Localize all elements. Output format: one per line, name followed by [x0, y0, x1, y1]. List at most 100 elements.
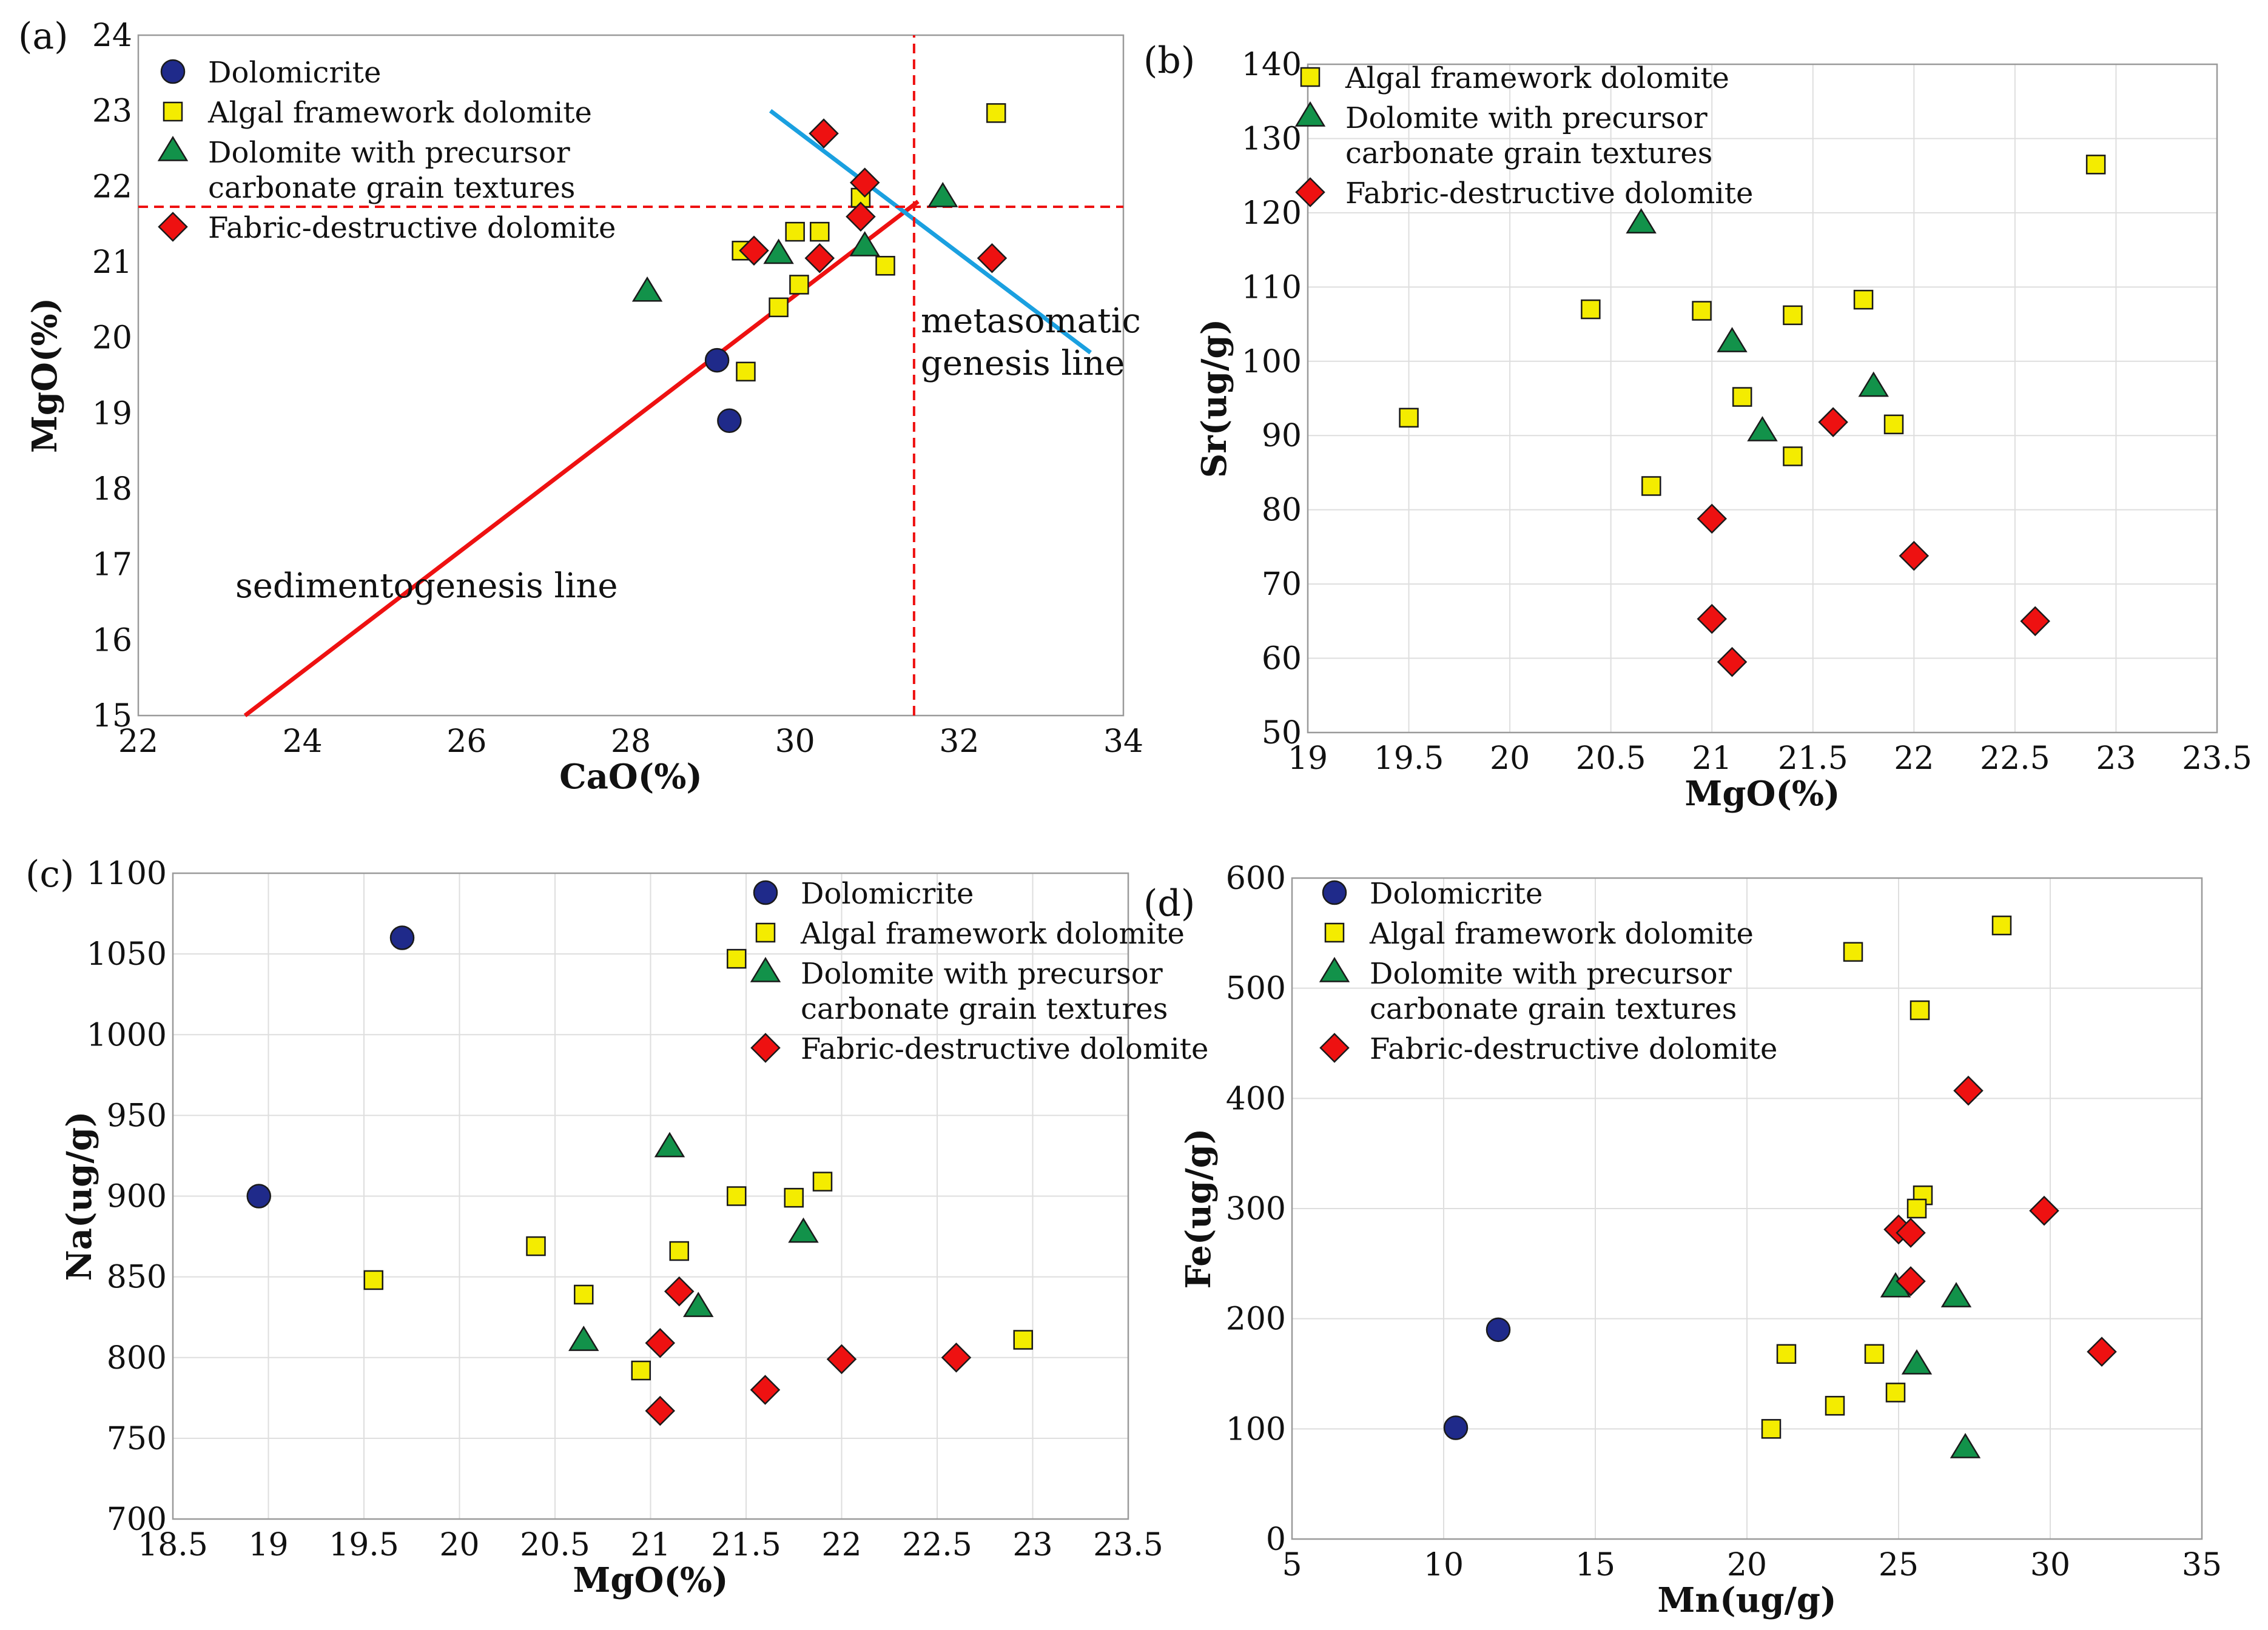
data-point: [788, 1217, 819, 1243]
y-axis-title: Na(ug/g): [59, 1112, 99, 1281]
data-point: [1899, 540, 1930, 571]
y-tick-label: 24: [92, 18, 132, 54]
y-tick-label: 19: [92, 395, 132, 432]
legend-label-line2: carbonate grain textures: [801, 992, 1168, 1026]
y-tick-label: 1000: [87, 1017, 167, 1053]
legend-marker: [157, 136, 189, 161]
panel-label: (b): [1143, 39, 1195, 82]
data-point: [1717, 646, 1748, 677]
y-tick-label: 950: [107, 1098, 167, 1134]
legend: Dolomicrite Algal framework dolomite Dolom…: [750, 877, 1208, 1066]
series-diamond: [645, 1276, 972, 1426]
legend-marker: [1300, 67, 1321, 87]
y-tick-label: 200: [1226, 1301, 1286, 1338]
x-axis-title: MgO(%): [1684, 774, 1840, 814]
legend-marker: [1295, 177, 1325, 207]
y-tick-label: 18: [92, 471, 132, 508]
legend-label: Dolomicrite: [208, 56, 381, 90]
x-tick-label: 23: [2096, 740, 2136, 777]
x-tick-label: 34: [1103, 723, 1143, 760]
legend-label: Algal framework dolomite: [1345, 61, 1729, 95]
data-point: [1697, 503, 1727, 534]
x-tick-label: 23: [1012, 1527, 1052, 1563]
x-tick-label: 20.5: [1576, 740, 1646, 777]
data-point: [1953, 1075, 1984, 1106]
series-triangle: [568, 1132, 819, 1351]
y-tick-label: 800: [107, 1340, 167, 1377]
plot-frame: [137, 34, 1125, 717]
data-point: [1901, 1349, 1933, 1375]
data-point: [812, 1172, 833, 1192]
plot-area: [1308, 64, 2217, 733]
data-point: [927, 182, 958, 207]
y-tick-label: 16: [92, 622, 132, 659]
y-tick-label: 900: [107, 1179, 167, 1215]
data-point: [809, 118, 839, 149]
x-tick-label: 15: [1575, 1547, 1615, 1583]
data-point: [1896, 1218, 1926, 1248]
data-point: [363, 1270, 383, 1290]
metasomatic-genesis-line: [769, 109, 1092, 355]
legend-label: Fabric-destructive dolomite: [801, 1032, 1208, 1066]
data-point: [631, 1360, 651, 1381]
data-point: [849, 167, 880, 198]
x-tick-label: 20.5: [520, 1527, 590, 1563]
y-tick-label: 500: [1226, 971, 1286, 1007]
legend-label-line2: carbonate grain textures: [1370, 992, 1737, 1026]
data-point: [784, 1187, 804, 1208]
series-circle: [246, 925, 415, 1209]
series-diamond: [739, 118, 1008, 273]
legend-label: Dolomicrite: [801, 877, 974, 911]
data-point: [1776, 1344, 1797, 1364]
data-point: [631, 276, 663, 302]
y-tick-label: 15: [92, 698, 132, 734]
data-point: [846, 201, 876, 232]
y-tick-label: 1050: [87, 936, 167, 973]
sedimentogenesis-line-label: sedimentogenesis line: [235, 566, 618, 606]
y-tick-label: 700: [107, 1501, 167, 1538]
data-point: [246, 1184, 271, 1209]
x-tick-label: 21: [630, 1527, 670, 1563]
y-tick-label: 100: [1242, 344, 1302, 380]
plot-frame: [172, 872, 1129, 1520]
y-tick-label: 120: [1242, 195, 1302, 232]
chart-panel-b: 19 19.5 20 20.5 21 21.5 22 22.5 23 23.5 50 60 70 80 90…: [1143, 39, 2252, 814]
data-point: [568, 1326, 599, 1351]
data-point: [1858, 371, 1889, 397]
y-tick-label: 80: [1262, 492, 1302, 529]
x-tick-label: 20: [1490, 740, 1530, 777]
x-tick-label: 18.5: [138, 1527, 208, 1563]
series-diamond: [1883, 1075, 2117, 1367]
data-point: [736, 361, 756, 382]
y-tick-label: 20: [92, 320, 132, 357]
data-point: [1885, 1383, 1906, 1403]
data-point: [727, 1186, 747, 1206]
x-tick-label: 21.5: [711, 1527, 781, 1563]
y-tick-label: 23: [92, 93, 132, 130]
legend-label: Algal framework dolomite: [800, 917, 1185, 951]
data-point: [1641, 476, 1661, 496]
x-axis-title: CaO(%): [559, 757, 702, 797]
legend-marker: [1324, 922, 1345, 943]
legend-marker: [1294, 101, 1326, 127]
x-tick-label: 22: [118, 723, 158, 760]
x-tick-label: 5: [1282, 1547, 1302, 1583]
data-point: [1896, 1266, 1926, 1296]
legend-label: Dolomite with precursor: [801, 957, 1163, 991]
y-tick-label: 110: [1242, 269, 1302, 306]
data-point: [769, 297, 789, 318]
legend-label: Dolomite with precursor: [1370, 957, 1732, 991]
y-axis-title: Fe(ug/g): [1179, 1129, 1219, 1289]
data-point: [574, 1284, 594, 1305]
x-tick-label: 21.5: [1778, 740, 1848, 777]
legend-label: Algal framework dolomite: [207, 96, 592, 130]
series-circle: [1443, 1317, 1511, 1440]
data-point: [849, 231, 880, 257]
data-point: [1853, 289, 1874, 310]
data-point: [1991, 915, 2012, 936]
data-point: [1950, 1433, 1981, 1458]
legend-marker: [1319, 1033, 1350, 1063]
y-tick-label: 60: [1262, 641, 1302, 677]
y-tick-label: 90: [1262, 418, 1302, 454]
